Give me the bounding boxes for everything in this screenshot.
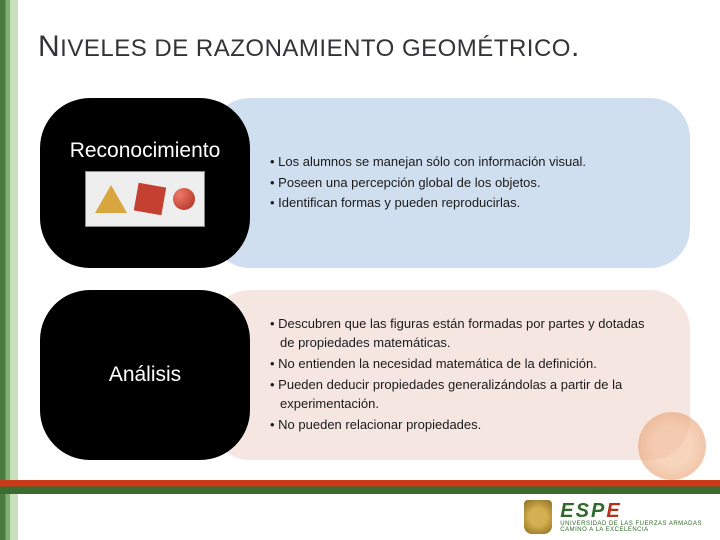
cube-icon	[134, 183, 166, 215]
pyramid-icon	[95, 185, 127, 213]
decorative-circle	[638, 412, 706, 480]
level-label: Reconocimiento	[70, 139, 221, 163]
espe-logo: ESPE UNIVERSIDAD DE LAS FUERZAS ARMADAS …	[524, 500, 702, 534]
bullet: • Los alumnos se manejan sólo con inform…	[270, 153, 650, 172]
bullet: • Pueden deducir propiedades generalizán…	[270, 376, 650, 414]
title-cap: N	[38, 30, 60, 63]
crest-icon	[524, 500, 552, 534]
bullet: • No entienden la necesidad matemática d…	[270, 355, 650, 374]
bottom-accent-stripe	[0, 480, 720, 494]
level-pill-analisis: Análisis	[40, 290, 250, 460]
logo-text-block: ESPE UNIVERSIDAD DE LAS FUERZAS ARMADAS …	[560, 501, 702, 533]
title-rest: IVELES DE RAZONAMIENTO GEOMÉTRICO	[60, 35, 571, 62]
left-accent-stripe	[0, 0, 18, 540]
bullet: • Descubren que las figuras están formad…	[270, 315, 650, 353]
bullet: • Identifican formas y pueden reproducir…	[270, 194, 650, 213]
bullet: • No pueden relacionar propiedades.	[270, 416, 650, 435]
level-description-reconocimiento: • Los alumnos se manejan sólo con inform…	[210, 98, 690, 268]
logo-tagline: CAMINO A LA EXCELENCIA	[560, 527, 702, 533]
level-row-analisis: Análisis • Descubren que las figuras est…	[40, 290, 690, 460]
logo-green: ESP	[560, 500, 606, 522]
level-label: Análisis	[109, 363, 181, 387]
bullet: • Poseen una percepción global de los ob…	[270, 174, 650, 193]
geometric-shapes-icon	[85, 171, 205, 227]
level-description-analisis: • Descubren que las figuras están formad…	[210, 290, 690, 460]
level-row-reconocimiento: Reconocimiento • Los alumnos se manejan …	[40, 98, 690, 268]
title-dot: .	[571, 30, 580, 63]
logo-red: E	[606, 500, 621, 522]
logo-main-text: ESPE	[560, 501, 702, 521]
level-pill-reconocimiento: Reconocimiento	[40, 98, 250, 268]
slide-title: NIVELES DE RAZONAMIENTO GEOMÉTRICO.	[38, 30, 580, 64]
sphere-icon	[173, 188, 195, 210]
